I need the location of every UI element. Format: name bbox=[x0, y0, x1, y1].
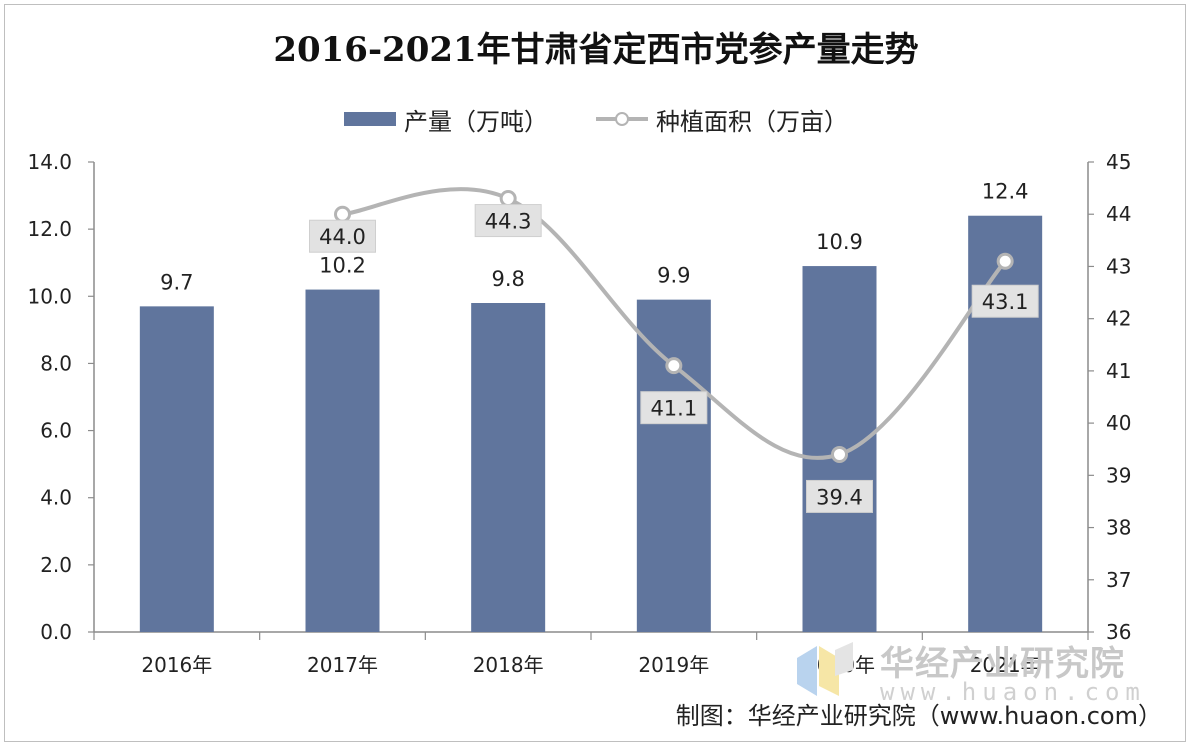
x-tick-label: 2016年 bbox=[141, 653, 212, 677]
y-right-tick-label: 44 bbox=[1106, 202, 1131, 226]
y-right-tick-label: 42 bbox=[1106, 307, 1131, 331]
legend-bar-swatch bbox=[344, 112, 396, 126]
y-left-tick-label: 0.0 bbox=[40, 620, 72, 644]
line-label-box bbox=[309, 219, 376, 253]
legend-line-swatch bbox=[596, 112, 648, 126]
bar-series bbox=[139, 215, 1043, 632]
line-value-label: 39.4 bbox=[816, 485, 863, 509]
bar-value-label: 10.2 bbox=[319, 254, 366, 278]
x-tick-label: 2019年 bbox=[638, 653, 709, 677]
bar-value-label: 10.9 bbox=[816, 230, 863, 254]
bar bbox=[968, 215, 1043, 632]
bar-value-label: 12.4 bbox=[982, 180, 1029, 204]
chart-title: 2016-2021年甘肃省定西市党参产量走势 bbox=[273, 30, 919, 70]
bar bbox=[139, 306, 214, 632]
y-right-tick-label: 40 bbox=[1106, 411, 1131, 435]
line-point bbox=[499, 190, 517, 208]
data-labels: 9.7 10.2 9.8 9.9 10.9 12.4 44.0 44.3 41.1 39.4 43.… bbox=[160, 180, 1039, 513]
y-right-tick-label: 36 bbox=[1106, 620, 1131, 644]
y-right-tick-label: 43 bbox=[1106, 254, 1131, 278]
y-left-tick-label: 14.0 bbox=[27, 150, 72, 174]
x-tick-label: 2018年 bbox=[473, 653, 544, 677]
line-point bbox=[831, 445, 848, 463]
line-point bbox=[334, 205, 351, 223]
line-label-box bbox=[806, 479, 873, 513]
y-right-tick-label: 38 bbox=[1106, 516, 1131, 540]
legend-item-production: 产量（万吨） bbox=[344, 102, 548, 137]
bar bbox=[471, 303, 546, 632]
line-value-label: 41.1 bbox=[650, 397, 697, 421]
line-label-box bbox=[474, 204, 542, 238]
chart-axes: 0.0 2.0 4.0 6.0 8.0 10.0 12.0 14.0 36 37 38 39 40 41 4… bbox=[27, 150, 1131, 677]
y-left-tick-label: 4.0 bbox=[40, 486, 72, 510]
line-label-box bbox=[640, 391, 708, 425]
y-left-tick-label: 12.0 bbox=[27, 217, 72, 241]
legend-label-area: 种植面积（万亩） bbox=[656, 107, 848, 136]
line-label-box bbox=[971, 284, 1039, 318]
y-right-tick-label: 41 bbox=[1106, 359, 1131, 383]
y-right-tick-label: 37 bbox=[1106, 568, 1131, 592]
y-left-tick-label: 8.0 bbox=[40, 351, 72, 375]
line-point bbox=[665, 357, 683, 375]
watermark-brand: 华经产业研究院 bbox=[880, 644, 1125, 684]
y-left-tick-label: 6.0 bbox=[40, 419, 72, 443]
line-value-label: 44.0 bbox=[319, 225, 366, 249]
bar bbox=[636, 299, 711, 632]
legend-label-production: 产量（万吨） bbox=[404, 107, 548, 136]
bar-value-label: 9.7 bbox=[160, 270, 193, 294]
line-value-label: 44.3 bbox=[485, 210, 532, 234]
legend-item-area: 种植面积（万亩） bbox=[596, 102, 848, 137]
line-point bbox=[996, 252, 1014, 270]
bar-value-label: 9.8 bbox=[491, 267, 524, 291]
x-tick-label: 2017年 bbox=[307, 653, 378, 677]
y-left-tick-label: 2.0 bbox=[40, 553, 72, 577]
chart-legend: 产量（万吨） 种植面积（万亩） bbox=[0, 102, 1192, 136]
watermark-logo-icon bbox=[797, 642, 853, 696]
watermark-url: www.huaon.com bbox=[880, 678, 1146, 706]
y-left-tick-label: 10.0 bbox=[27, 284, 72, 308]
line-series bbox=[334, 187, 1014, 463]
bar-value-label: 9.9 bbox=[657, 264, 690, 288]
line-value-label: 43.1 bbox=[982, 290, 1029, 314]
bar bbox=[305, 289, 380, 632]
y-right-tick-label: 45 bbox=[1106, 150, 1131, 174]
y-right-tick-label: 39 bbox=[1106, 463, 1131, 487]
x-tick-label: 2021年 bbox=[970, 653, 1041, 677]
source-note: 制图：华经产业研究院（www.huaon.com） bbox=[675, 702, 1162, 730]
